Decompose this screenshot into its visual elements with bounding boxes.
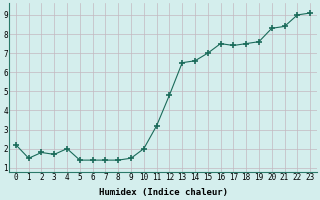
X-axis label: Humidex (Indice chaleur): Humidex (Indice chaleur)	[99, 188, 228, 197]
